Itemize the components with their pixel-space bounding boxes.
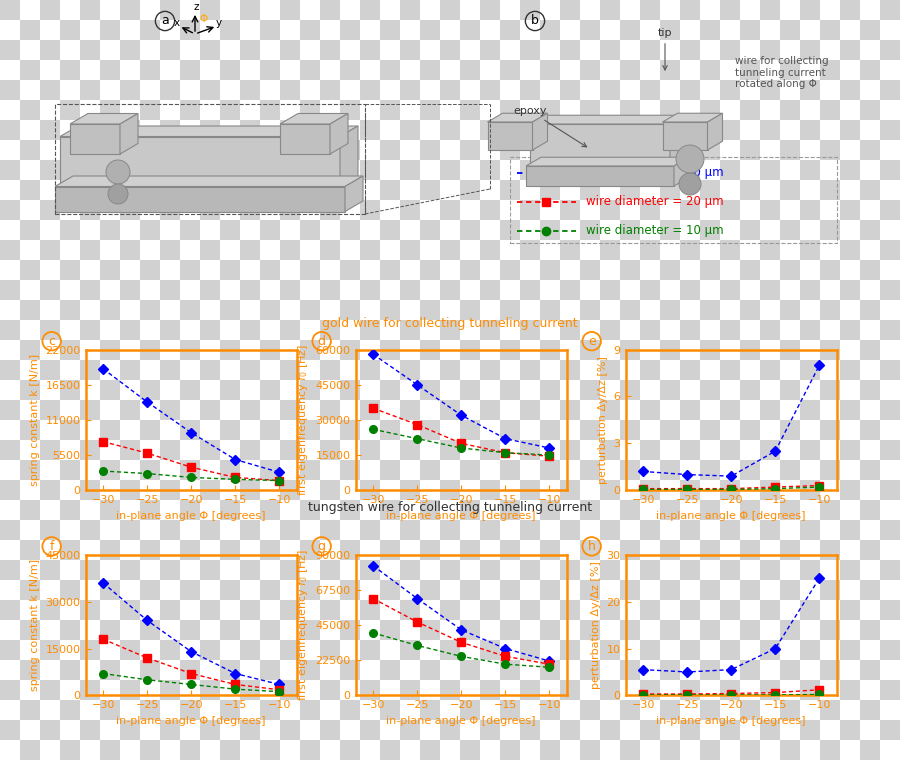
Text: tip: tip <box>658 28 672 70</box>
Polygon shape <box>526 157 689 166</box>
X-axis label: in-plane angle Φ [degrees]: in-plane angle Φ [degrees] <box>656 511 806 521</box>
Text: g: g <box>318 540 326 553</box>
Polygon shape <box>707 113 723 150</box>
X-axis label: in-plane angle Φ [degrees]: in-plane angle Φ [degrees] <box>386 716 536 726</box>
Polygon shape <box>280 124 330 154</box>
Polygon shape <box>55 186 345 211</box>
Polygon shape <box>330 113 348 154</box>
Text: x: x <box>174 18 180 28</box>
Polygon shape <box>280 113 348 124</box>
Polygon shape <box>70 124 120 154</box>
Text: a: a <box>161 14 169 27</box>
Text: wire diameter = 20 μm: wire diameter = 20 μm <box>586 195 724 208</box>
Text: z: z <box>194 2 199 12</box>
Circle shape <box>679 173 701 195</box>
Polygon shape <box>662 122 707 150</box>
X-axis label: in-plane angle Φ [degrees]: in-plane angle Φ [degrees] <box>116 511 266 521</box>
Y-axis label: perturbation Δy/Δz [%]: perturbation Δy/Δz [%] <box>598 356 608 484</box>
Y-axis label: perturbation Δy/Δz [%]: perturbation Δy/Δz [%] <box>591 561 601 689</box>
Text: c: c <box>49 334 55 347</box>
Circle shape <box>676 145 704 173</box>
Y-axis label: first eigenfrequency $f_0$ [Hz]: first eigenfrequency $f_0$ [Hz] <box>296 549 310 701</box>
Text: b: b <box>531 14 539 27</box>
X-axis label: in-plane angle Φ [degrees]: in-plane angle Φ [degrees] <box>116 716 266 726</box>
Text: wire diameter = 10 μm: wire diameter = 10 μm <box>586 224 724 237</box>
Polygon shape <box>674 157 689 186</box>
Text: wire diameter = 40 μm: wire diameter = 40 μm <box>586 166 724 179</box>
Polygon shape <box>662 113 723 122</box>
Polygon shape <box>70 113 138 124</box>
Polygon shape <box>488 122 533 150</box>
Polygon shape <box>533 113 547 150</box>
Y-axis label: spring constant k [N/m]: spring constant k [N/m] <box>30 354 40 486</box>
Text: Φ: Φ <box>199 14 207 24</box>
Polygon shape <box>60 126 358 137</box>
Text: epoxy: epoxy <box>513 106 587 147</box>
Polygon shape <box>340 126 358 192</box>
Text: wire for collecting
tunneling current
rotated along Φ: wire for collecting tunneling current ro… <box>735 56 829 89</box>
Polygon shape <box>526 166 674 186</box>
Y-axis label: spring constant k [N/m]: spring constant k [N/m] <box>30 559 40 691</box>
Text: e: e <box>588 334 596 347</box>
Text: f: f <box>50 540 54 553</box>
Polygon shape <box>55 176 363 186</box>
Text: h: h <box>588 540 596 553</box>
Polygon shape <box>345 176 363 211</box>
Polygon shape <box>530 124 670 174</box>
Text: tungsten wire for collecting tunneling current: tungsten wire for collecting tunneling c… <box>308 501 592 515</box>
Y-axis label: first eigenfrequency $f_0$ [Hz]: first eigenfrequency $f_0$ [Hz] <box>296 344 310 496</box>
Polygon shape <box>120 113 138 154</box>
Polygon shape <box>488 113 547 122</box>
X-axis label: in-plane angle Φ [degrees]: in-plane angle Φ [degrees] <box>386 511 536 521</box>
Text: d: d <box>318 334 326 347</box>
Text: gold wire for collecting tunneling current: gold wire for collecting tunneling curre… <box>322 316 578 330</box>
Polygon shape <box>670 116 685 174</box>
Polygon shape <box>60 137 340 192</box>
Circle shape <box>108 184 128 204</box>
X-axis label: in-plane angle Φ [degrees]: in-plane angle Φ [degrees] <box>656 716 806 726</box>
Polygon shape <box>530 116 685 124</box>
Bar <box>55 104 365 214</box>
Text: y: y <box>216 18 222 28</box>
Circle shape <box>106 160 130 184</box>
